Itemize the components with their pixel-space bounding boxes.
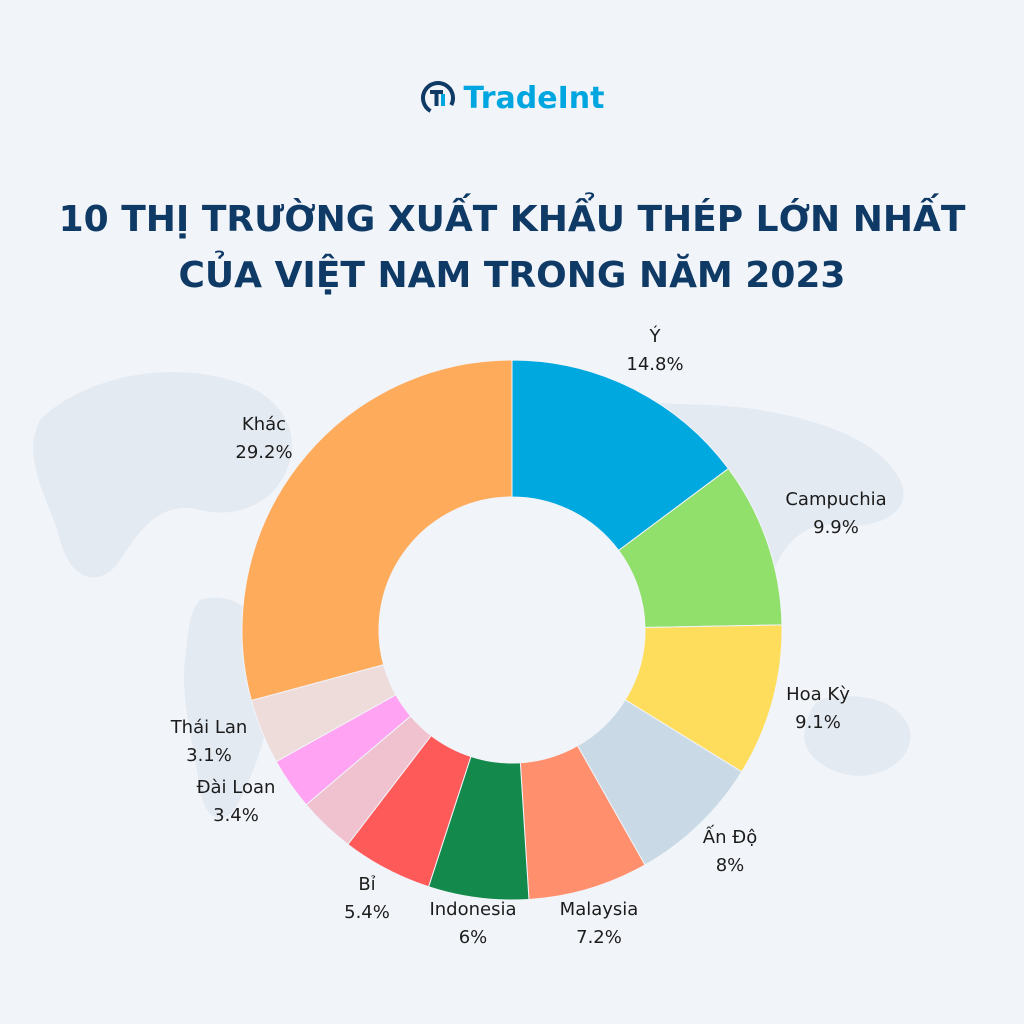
- slice-value-6: 5.4%: [344, 902, 390, 923]
- slice-label-10: Khác: [242, 414, 286, 435]
- slice-value-2: 9.1%: [795, 712, 841, 733]
- slice-label-1: Campuchia: [785, 489, 886, 510]
- slice-label-5: Indonesia: [429, 899, 516, 920]
- slice-value-3: 8%: [716, 855, 745, 876]
- slice-label-4: Malaysia: [560, 899, 639, 920]
- tradeint-logo-icon: [420, 81, 455, 115]
- slice-value-7: 3.4%: [213, 805, 259, 826]
- slice-label-6: Bỉ: [358, 874, 375, 895]
- slice-value-8: 3.1%: [186, 745, 232, 766]
- slice-label-7: Đài Loan: [197, 777, 276, 798]
- slice-value-5: 6%: [459, 927, 488, 948]
- slice-label-3: Ấn Độ: [703, 824, 757, 848]
- donut-center: [379, 497, 645, 763]
- slice-value-4: 7.2%: [576, 927, 622, 948]
- brand-name: TradeInt: [463, 80, 605, 116]
- slice-label-0: Ý: [649, 325, 662, 347]
- brand-header: TradeInt: [0, 80, 1024, 124]
- slice-value-1: 9.9%: [813, 517, 859, 538]
- slice-value-0: 14.8%: [626, 354, 683, 375]
- page-title: 10 THỊ TRƯỜNG XUẤT KHẨU THÉP LỚN NHẤT CỦ…: [0, 192, 1024, 304]
- title-line-1: 10 THỊ TRƯỜNG XUẤT KHẨU THÉP LỚN NHẤT: [58, 199, 966, 240]
- slice-value-10: 29.2%: [235, 442, 292, 463]
- slice-label-2: Hoa Kỳ: [786, 684, 850, 705]
- slice-label-8: Thái Lan: [170, 717, 248, 738]
- title-line-2: CỦA VIỆT NAM TRONG NĂM 2023: [178, 255, 846, 296]
